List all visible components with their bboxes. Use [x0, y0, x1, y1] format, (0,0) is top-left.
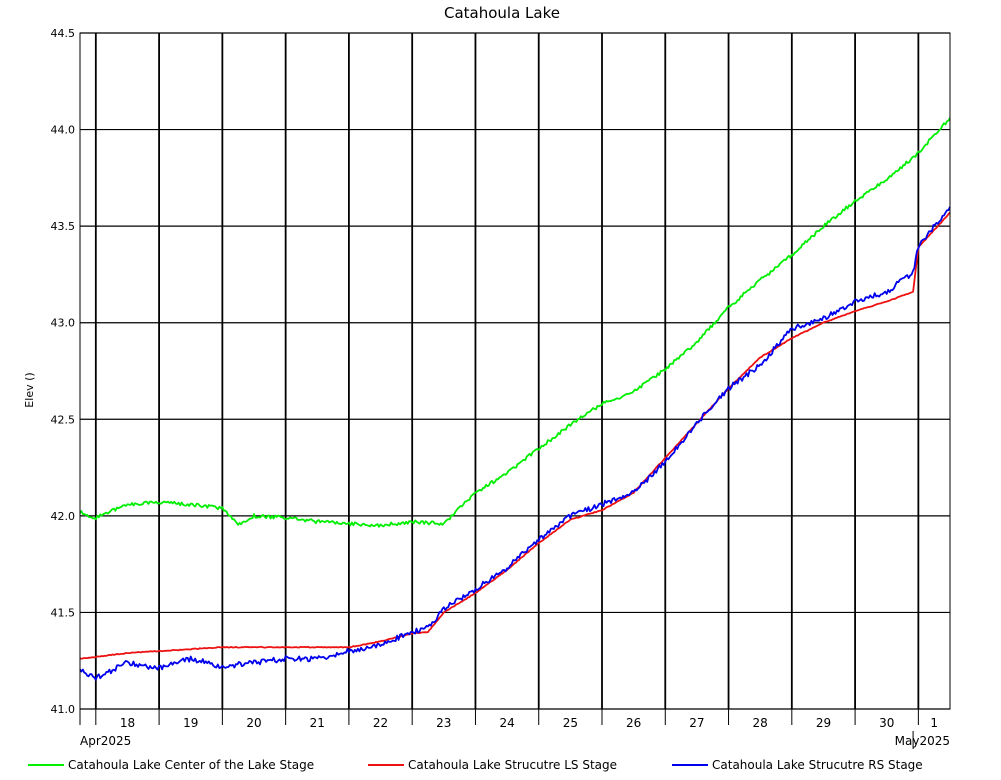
- y-tick-label: 42.5: [51, 413, 76, 426]
- x-tick-label: 29: [816, 716, 831, 730]
- x-tick-label: 23: [436, 716, 451, 730]
- y-tick-label: 42.0: [51, 510, 76, 523]
- grid-lines: [80, 32, 950, 710]
- y-tick-label: 43.0: [51, 317, 76, 330]
- x-tick-label: 19: [183, 716, 198, 730]
- x-tick-label: 25: [563, 716, 578, 730]
- x-tick-label: 20: [246, 716, 261, 730]
- x-tick-label: 30: [879, 716, 894, 730]
- legend: Catahoula Lake Center of the Lake Stage C…: [28, 758, 923, 772]
- y-tick-label: 41.0: [51, 703, 76, 716]
- y-tick-labels: 41.0 41.5 42.0 42.5 43.0 43.5 44.0 44.5: [51, 27, 76, 716]
- x-tick-label: 21: [310, 716, 325, 730]
- x-tick-label: 27: [689, 716, 704, 730]
- plot-frame: [79, 32, 951, 710]
- legend-label-1: Catahoula Lake Center of the Lake Stage: [68, 758, 314, 772]
- x-tick-label: 28: [753, 716, 768, 730]
- month-label: May2025: [895, 734, 950, 748]
- y-tick-label: 41.5: [51, 606, 76, 619]
- series-line-3: [79, 206, 951, 681]
- y-axis-label: Elev (): [23, 372, 36, 407]
- series-line-1: [79, 117, 951, 528]
- x-tick-label: 26: [626, 716, 641, 730]
- legend-label-2: Catahoula Lake Strucutre LS Stage: [408, 758, 617, 772]
- y-tick-label: 44.0: [51, 124, 76, 137]
- x-tick-label: 18: [120, 716, 135, 730]
- chart-title: Catahoula Lake: [444, 4, 560, 22]
- y-tick-label: 43.5: [51, 220, 76, 233]
- series-lines: [79, 117, 951, 681]
- x-tick-labels: 18 19 20 21 22 23 24 25 26 27 28 29 30 1 Apr2025 May202…: [79, 709, 950, 749]
- series-line-2: [79, 211, 951, 660]
- month-label: Apr2025: [80, 734, 131, 748]
- x-tick-label: 24: [499, 716, 514, 730]
- y-tick-label: 44.5: [51, 27, 76, 40]
- x-tick-label: 22: [373, 716, 388, 730]
- legend-label-3: Catahoula Lake Strucutre RS Stage: [712, 758, 923, 772]
- x-tick-label: 1: [930, 716, 938, 730]
